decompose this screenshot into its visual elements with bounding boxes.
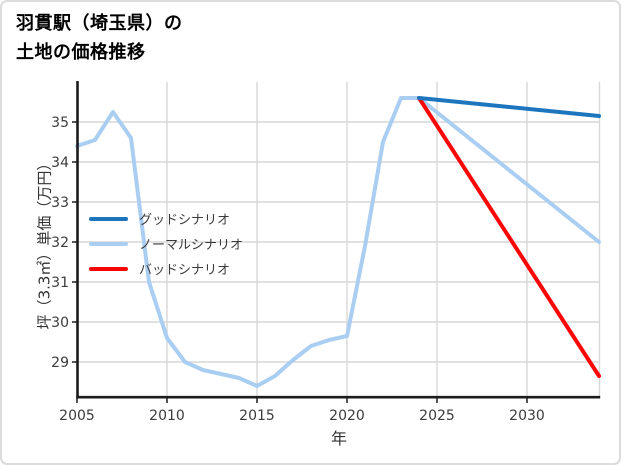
series-line-0	[417, 96, 601, 118]
y-tick-label: 30	[51, 315, 69, 331]
chart-title-line2: 土地の価格推移	[16, 42, 146, 63]
y-tick-label: 33	[51, 195, 69, 211]
legend-label-bad: バッドシナリオ	[139, 263, 231, 278]
y-tick-label: 32	[51, 235, 69, 251]
x-tick-label: 2020	[329, 408, 365, 424]
x-tick-label: 2025	[419, 408, 455, 424]
chart-title-line1: 羽貫駅（埼玉県）の	[16, 13, 183, 34]
x-axis-label: 年	[330, 429, 347, 448]
legend-item-good-scenario: グッドシナリオ	[89, 206, 243, 231]
legend-label-normal: ノーマルシナリオ	[139, 238, 244, 253]
y-tick-label: 35	[51, 115, 69, 131]
y-tick-label: 29	[51, 355, 69, 371]
chart-legend: グッドシナリオ ノーマルシナリオ バッドシナリオ	[89, 206, 243, 281]
y-tick-label: 31	[51, 275, 69, 291]
series-line-1	[75, 96, 601, 388]
y-axis-label: 坪（3.3㎡）単価（万円）	[35, 155, 54, 330]
legend-item-bad-scenario: バッドシナリオ	[89, 256, 243, 281]
y-tick-label: 34	[51, 155, 69, 171]
page-title: 羽貫駅（埼玉県）の 土地の価格推移	[16, 9, 183, 67]
bad-scenario-line-swatch	[89, 266, 128, 271]
x-tick-label: 2015	[239, 408, 275, 424]
x-tick-label: 2010	[149, 408, 185, 424]
legend-label-good: グッドシナリオ	[139, 213, 231, 228]
x-tick-label: 2005	[59, 408, 95, 424]
good-scenario-line-swatch	[89, 216, 128, 221]
x-tick-label: 2030	[509, 408, 545, 424]
series-line-2	[417, 96, 601, 378]
normal-scenario-line-swatch	[89, 241, 128, 246]
legend-item-normal-scenario: ノーマルシナリオ	[89, 231, 243, 256]
